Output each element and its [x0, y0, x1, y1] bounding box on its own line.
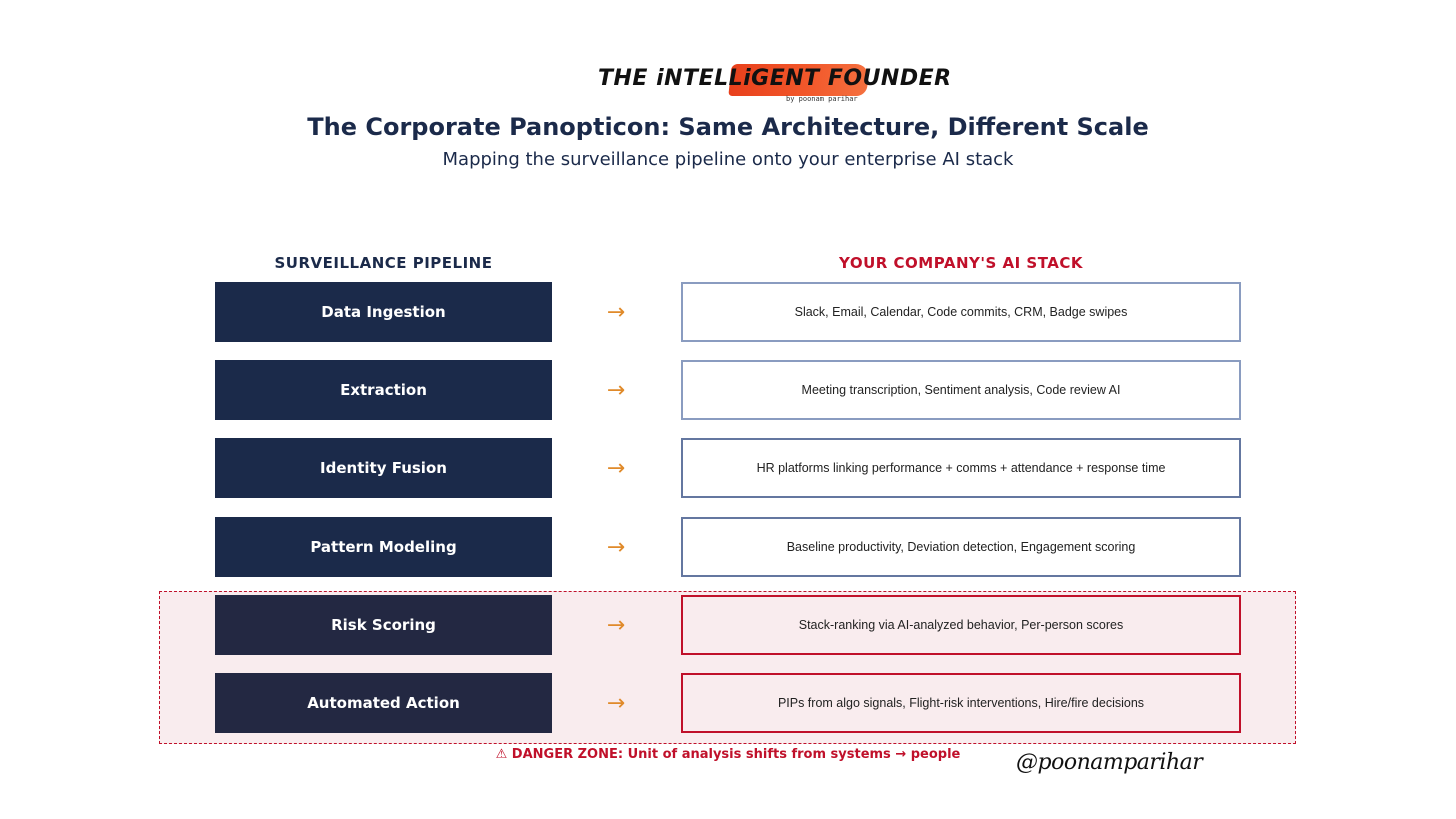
arrow-right-icon: → — [606, 612, 626, 638]
arrow-right-icon: → — [606, 455, 626, 481]
pipeline-stage: Automated Action — [215, 673, 552, 733]
ai-stack-item: Meeting transcription, Sentiment analysi… — [681, 360, 1241, 420]
ai-stack-item: Baseline productivity, Deviation detecti… — [681, 517, 1241, 577]
ai-stack-item: HR platforms linking performance + comms… — [681, 438, 1241, 498]
ai-stack-item: Slack, Email, Calendar, Code commits, CR… — [681, 282, 1241, 342]
arrow-right-icon: → — [606, 377, 626, 403]
arrow-right-icon: → — [606, 299, 626, 325]
arrow-right-icon: → — [606, 534, 626, 560]
page-subtitle: Mapping the surveillance pipeline onto y… — [442, 149, 1014, 170]
surveillance-pipeline-header: SURVEILLANCE PIPELINE — [274, 254, 493, 272]
page-title: The Corporate Panopticon: Same Architect… — [307, 113, 1149, 141]
arrow-right-icon: → — [606, 690, 626, 716]
logo-title: THE iNTELLiGENT FOUNDER — [598, 66, 952, 91]
ai-stack-header: YOUR COMPANY'S AI STACK — [839, 254, 1083, 272]
author-signature: @poonamparihar — [1016, 750, 1203, 775]
pipeline-stage: Risk Scoring — [215, 595, 552, 655]
ai-stack-item: Stack-ranking via AI-analyzed behavior, … — [681, 595, 1241, 655]
pipeline-stage: Identity Fusion — [215, 438, 552, 498]
ai-stack-item: PIPs from algo signals, Flight-risk inte… — [681, 673, 1241, 733]
brand-logo: THE iNTELLiGENT FOUNDER by poonam pariha… — [596, 62, 951, 106]
logo-byline: by poonam parihar — [786, 95, 858, 103]
danger-zone-caption: ⚠ DANGER ZONE: Unit of analysis shifts f… — [495, 747, 961, 762]
pipeline-stage: Extraction — [215, 360, 552, 420]
pipeline-stage: Pattern Modeling — [215, 517, 552, 577]
pipeline-stage: Data Ingestion — [215, 282, 552, 342]
